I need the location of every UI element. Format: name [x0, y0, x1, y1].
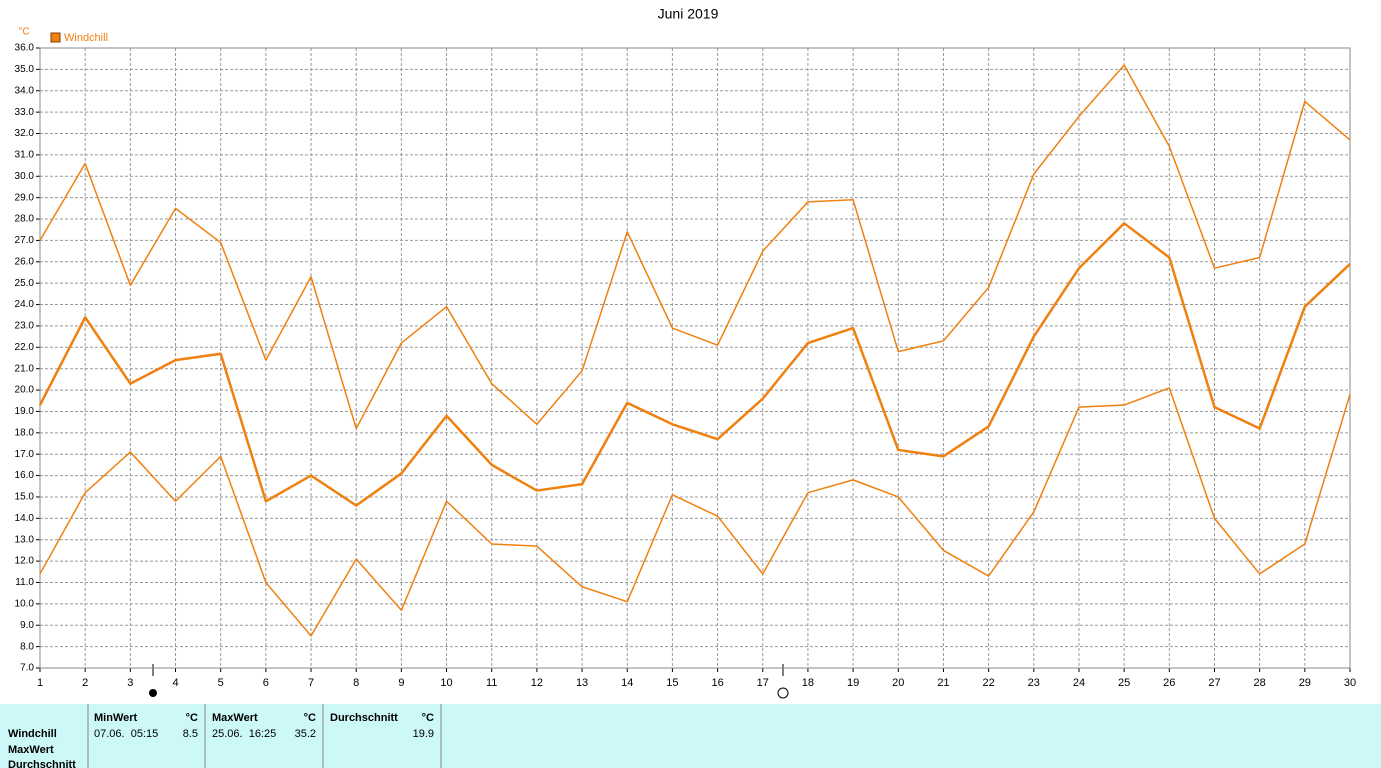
stats-value: 35.2	[295, 728, 316, 740]
legend-label: Windchill	[64, 32, 108, 44]
x-tick-label: 28	[1254, 677, 1266, 689]
x-tick-label: 26	[1163, 677, 1175, 689]
stats-time: 25.06. 16:25	[212, 728, 276, 740]
y-tick-label: 20.0	[15, 385, 35, 396]
stats-unit: °C	[304, 712, 316, 724]
y-tick-label: 8.0	[20, 641, 34, 652]
stats-header: MaxWert	[212, 712, 258, 724]
y-tick-label: 25.0	[15, 278, 35, 289]
y-tick-label: 22.0	[15, 342, 35, 353]
series-line	[39, 387, 1351, 637]
x-tick-label: 22	[982, 677, 994, 689]
y-tick-label: 19.0	[15, 406, 35, 417]
y-tick-label: 31.0	[15, 150, 35, 161]
y-tick-label: 11.0	[15, 577, 34, 588]
y-tick-label: 35.0	[15, 64, 35, 75]
y-tick-label: 29.0	[15, 192, 35, 203]
x-tick-label: 5	[218, 677, 224, 689]
x-tick-label: 21	[937, 677, 949, 689]
y-tick-label: 16.0	[15, 470, 35, 481]
stats-dividers	[87, 704, 442, 768]
x-tick-label: 20	[892, 677, 904, 689]
y-tick-label: 9.0	[20, 620, 34, 631]
y-tick-label: 12.0	[15, 556, 35, 567]
y-tick-label: 13.0	[15, 534, 35, 545]
y-tick-label: 18.0	[15, 427, 35, 438]
x-tick-label: 18	[802, 677, 814, 689]
stats-unit: °C	[422, 712, 434, 724]
stats-panel	[0, 704, 1381, 768]
stats-header: Durchschnitt	[330, 712, 398, 724]
x-tick-label: 4	[172, 677, 178, 689]
stats-row-label: MaxWert	[8, 744, 54, 756]
x-tick-label: 29	[1299, 677, 1311, 689]
x-tick-label: 16	[711, 677, 723, 689]
stats-header: MinWert	[94, 712, 138, 724]
y-tick-label: 14.0	[15, 513, 35, 524]
x-tick-label: 9	[398, 677, 404, 689]
y-tick-label: 21.0	[15, 363, 35, 374]
x-tick-label: 15	[666, 677, 678, 689]
chart-title: Juni 2019	[658, 6, 719, 22]
y-tick-label: 34.0	[15, 85, 35, 96]
y-unit: °C	[18, 27, 29, 38]
x-tick-label: 14	[621, 677, 633, 689]
y-tick-label: 30.0	[15, 171, 35, 182]
x-tick-label: 1	[37, 677, 43, 689]
stats-value: 8.5	[183, 728, 198, 740]
stats-row-label: Durchschnitt	[8, 759, 76, 768]
y-tick-label: 24.0	[15, 299, 35, 310]
stats-row-label: Windchill	[8, 728, 57, 740]
new-moon-icon	[777, 687, 789, 699]
plot-frame	[39, 47, 1351, 669]
y-tick-label: 10.0	[15, 599, 35, 610]
y-tick-label: 7.0	[20, 663, 34, 674]
stats-value: 19.9	[413, 728, 434, 740]
stats-time: 07.06. 05:15	[94, 728, 158, 740]
y-tick-label: 27.0	[15, 235, 35, 246]
y-tick-label: 32.0	[15, 128, 35, 139]
y-tick-label: 36.0	[15, 43, 35, 54]
x-tick-label: 7	[308, 677, 314, 689]
x-tick-label: 3	[127, 677, 133, 689]
y-tick-label: 17.0	[15, 449, 35, 460]
y-tick-label: 15.0	[15, 492, 35, 503]
x-tick-label: 19	[847, 677, 859, 689]
x-tick-label: 12	[531, 677, 543, 689]
stats-unit: °C	[186, 712, 198, 724]
series-line	[38, 222, 1351, 507]
x-tick-label: 17	[757, 677, 769, 689]
y-tick-label: 33.0	[15, 107, 35, 118]
x-tick-label: 24	[1073, 677, 1085, 689]
x-tick-label: 23	[1028, 677, 1040, 689]
x-tick-label: 13	[576, 677, 588, 689]
x-tick-label: 11	[486, 677, 497, 689]
x-tick-label: 8	[353, 677, 359, 689]
full-moon-icon	[149, 689, 157, 697]
y-tick-label: 26.0	[15, 256, 35, 267]
x-tick-label: 25	[1118, 677, 1130, 689]
x-tick-label: 27	[1208, 677, 1220, 689]
x-tick-label: 2	[82, 677, 88, 689]
y-tick-label: 23.0	[15, 321, 35, 332]
x-tick-label: 6	[263, 677, 269, 689]
legend-swatch	[50, 32, 61, 43]
x-tick-label: 30	[1344, 677, 1356, 689]
series-line	[39, 64, 1351, 430]
x-tick-label: 10	[440, 677, 452, 689]
y-tick-label: 28.0	[15, 214, 35, 225]
